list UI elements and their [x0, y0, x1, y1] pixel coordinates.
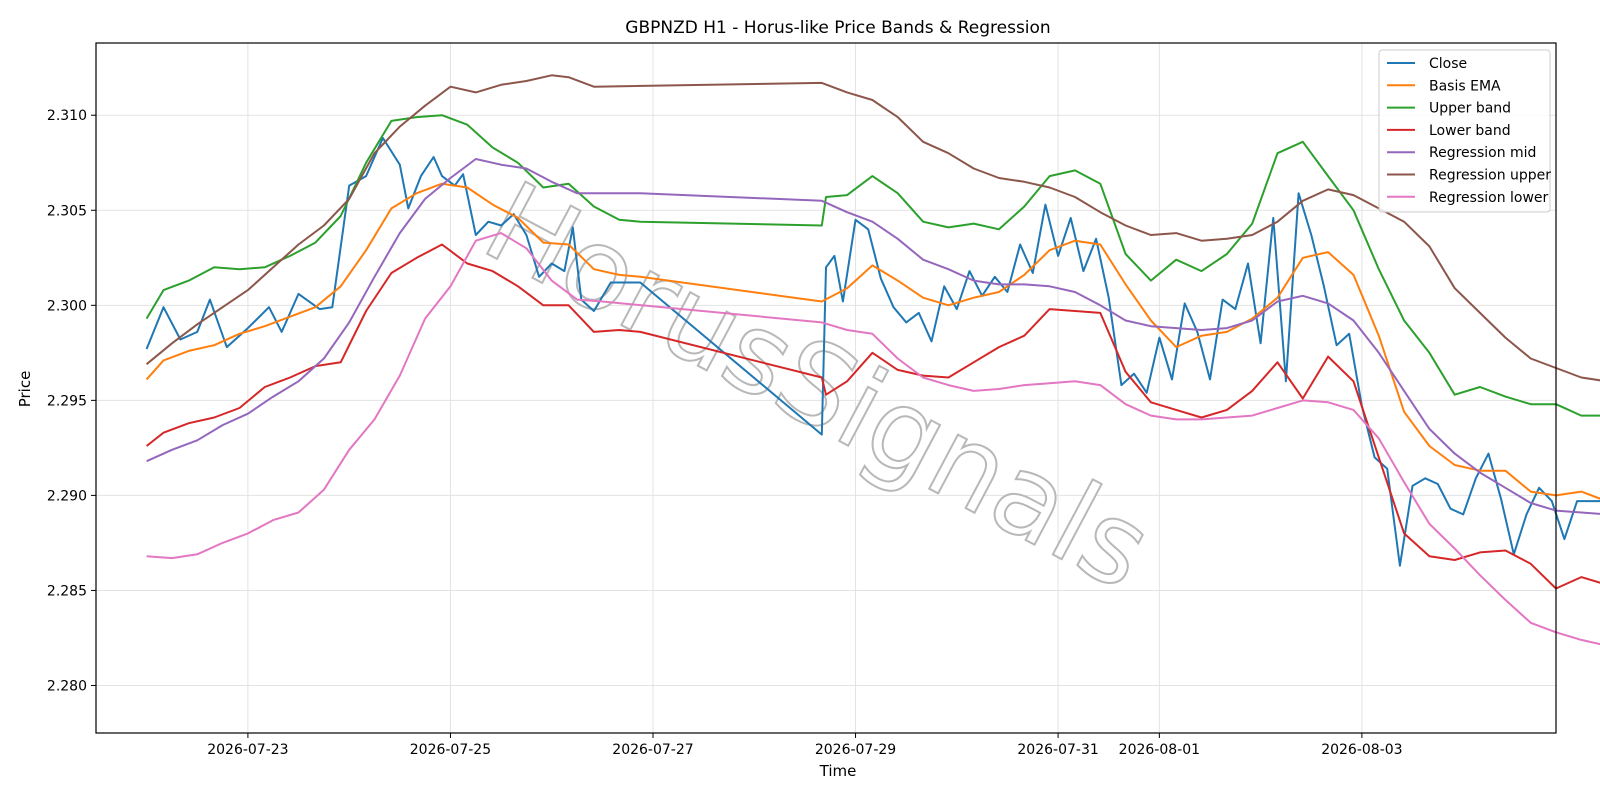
legend-label: Basis EMA [1429, 78, 1501, 94]
y-tick-label: 2.290 [47, 488, 87, 504]
plot-area: HorusSignals [95, 42, 1600, 734]
x-axis-label: Time [819, 762, 857, 780]
legend-box [1378, 49, 1551, 213]
legend: Close Basis EMA Upper band Lower band Regres… [1378, 49, 1551, 213]
series-line-close [145, 137, 1600, 567]
chart-title: GBPNZD H1 - Horus-like Price Bands & Reg… [625, 18, 1050, 38]
x-tick-label: 2026-07-29 [815, 742, 896, 758]
series-line-basis-ema [145, 182, 1600, 500]
series-line-regression-mid [146, 158, 1600, 515]
series-layer [145, 74, 1600, 646]
x-tick-label: 2026-07-31 [1017, 742, 1098, 758]
axes-background [96, 43, 1556, 733]
series-line-regression-upper [145, 74, 1600, 382]
y-tick-label: 2.295 [47, 393, 87, 409]
legend-label: Regression upper [1429, 168, 1551, 184]
x-tick-label: 2026-07-23 [207, 742, 288, 758]
y-tick-label: 2.280 [47, 678, 87, 694]
legend-label: Regression lower [1429, 190, 1549, 206]
y-axis-label: Price [16, 371, 34, 408]
x-tick-label: 2026-07-27 [612, 742, 693, 758]
x-tick-label: 2026-08-03 [1321, 742, 1402, 758]
series-line-lower-band [145, 243, 1600, 590]
tick-layer: 2026-07-23 2026-07-25 2026-07-27 2026-07-29… [47, 108, 1403, 758]
series-line-regression-lower [146, 232, 1600, 646]
legend-label: Regression mid [1429, 145, 1536, 161]
x-tick-label: 2026-08-01 [1119, 742, 1200, 758]
x-tick-label: 2026-07-25 [410, 742, 491, 758]
y-tick-label: 2.285 [47, 583, 87, 599]
series-line-upper-band [145, 114, 1600, 417]
y-tick-label: 2.300 [47, 298, 87, 314]
axes-frame [95, 42, 1557, 734]
legend-label: Lower band [1429, 123, 1511, 139]
y-tick-label: 2.305 [47, 203, 87, 219]
legend-label: Close [1429, 56, 1467, 72]
y-tick-label: 2.310 [47, 108, 87, 124]
legend-label: Upper band [1429, 101, 1511, 117]
